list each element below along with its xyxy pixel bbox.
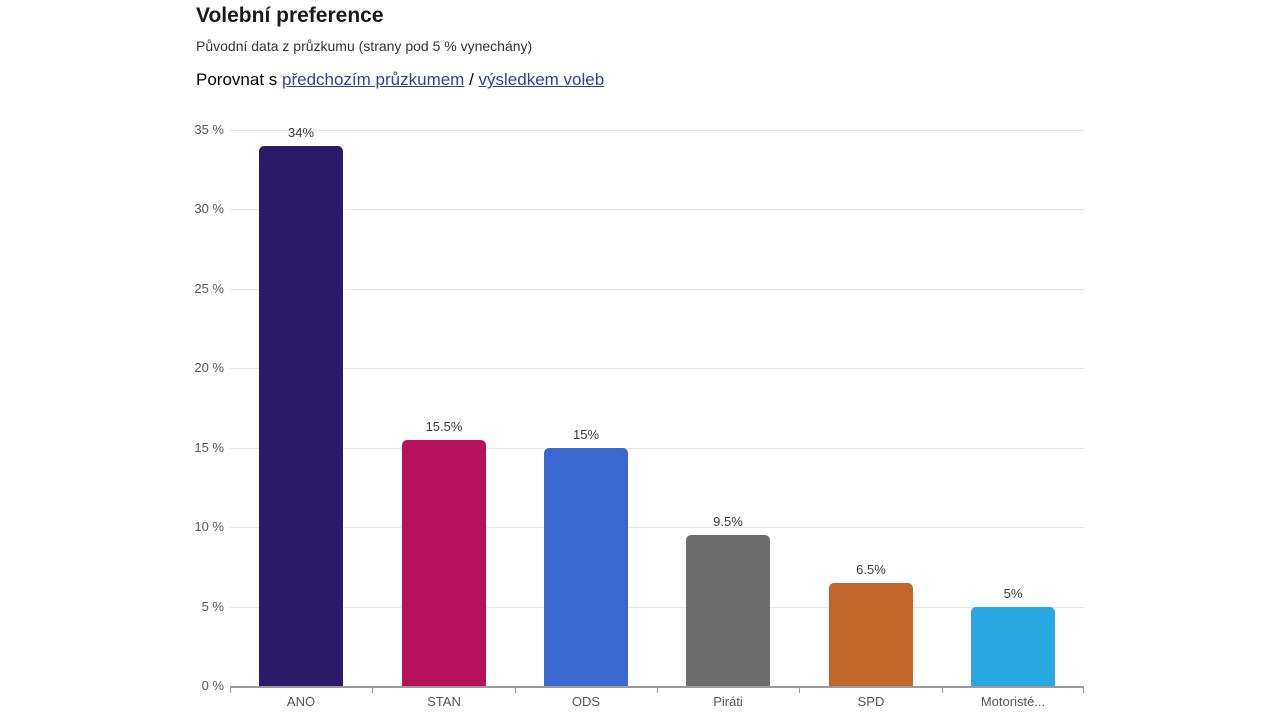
x-axis-tick <box>657 688 658 693</box>
chart-subtitle: Původní data z průzkumu (strany pod 5 % … <box>196 38 533 55</box>
gridline <box>230 130 1084 131</box>
gridline <box>230 368 1084 369</box>
x-axis-label: ODS <box>571 694 601 709</box>
gridline <box>230 607 1084 608</box>
y-axis-label: 5 % <box>201 599 224 614</box>
chart-header: Volební preference Původní data z průzku… <box>196 4 604 91</box>
gridline <box>230 448 1084 449</box>
x-axis-labels: ANO STAN ODS Piráti SPD Motoristé... <box>230 694 1084 714</box>
x-axis-label: SPD <box>857 694 885 709</box>
bar[interactable] <box>544 448 628 686</box>
bar[interactable] <box>402 440 486 686</box>
bar-value-label: 9.5% <box>713 514 743 529</box>
previous-survey-link[interactable]: předchozím průzkumem <box>282 70 465 90</box>
x-axis-tick <box>942 688 943 693</box>
x-axis-tick <box>230 688 231 693</box>
compare-separator: / <box>464 70 479 90</box>
y-axis-label: 10 % <box>194 519 224 534</box>
gridline <box>230 209 1084 210</box>
y-axis-label: 20 % <box>194 360 224 375</box>
bar-value-label: 34% <box>287 125 315 140</box>
y-axis-label: 0 % <box>201 678 224 693</box>
bar[interactable] <box>971 607 1055 686</box>
bar[interactable] <box>829 583 913 686</box>
y-axis-label: 15 % <box>194 440 224 455</box>
y-axis-label: 30 % <box>194 201 224 216</box>
y-axis-label: 35 % <box>194 122 224 137</box>
bar[interactable] <box>259 146 343 686</box>
bar-value-label: 15% <box>572 427 600 442</box>
bar-value-label: 5% <box>1003 586 1023 601</box>
page-title: Volební preference <box>196 4 384 27</box>
x-axis-tick <box>372 688 373 693</box>
election-results-link[interactable]: výsledkem voleb <box>478 70 605 90</box>
y-axis-label: 25 % <box>194 281 224 296</box>
x-axis-tick <box>1083 688 1084 693</box>
plot-area: 34% 15.5% 15% 9.5% 6.5% 5% <box>230 126 1084 693</box>
x-axis-tick <box>515 688 516 693</box>
bar-value-label: 15.5% <box>425 419 463 434</box>
bar-value-label: 6.5% <box>856 562 886 577</box>
compare-prefix: Porovnat s <box>196 70 282 90</box>
x-axis-label: Motoristé... <box>980 694 1046 709</box>
x-axis-label: Piráti <box>713 694 743 709</box>
bar[interactable] <box>686 535 770 686</box>
gridline <box>230 527 1084 528</box>
x-axis-label: STAN <box>427 694 461 709</box>
x-axis-tick <box>799 688 800 693</box>
compare-line: Porovnat s předchozím průzkumem / výsled… <box>196 70 604 90</box>
y-axis-labels: 0 % 5 % 10 % 15 % 20 % 25 % 30 % 35 % <box>140 122 224 693</box>
gridline <box>230 289 1084 290</box>
x-axis-label: ANO <box>286 694 316 709</box>
